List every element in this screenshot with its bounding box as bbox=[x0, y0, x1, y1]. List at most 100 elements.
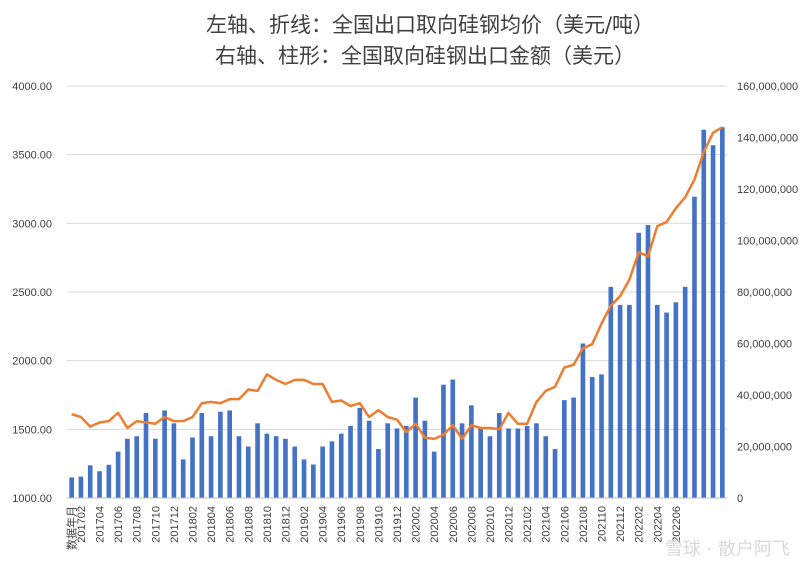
x-tick-label: 201708 bbox=[132, 506, 144, 543]
bar bbox=[431, 451, 437, 498]
gridlines bbox=[67, 85, 727, 430]
x-tick-label: 202008 bbox=[466, 506, 478, 543]
bar bbox=[580, 343, 586, 498]
bar bbox=[701, 129, 707, 498]
left-axis: 1000.00 1500.00 2000.00 2500.00 3000.00 3500.… bbox=[12, 81, 52, 505]
bar bbox=[106, 464, 112, 498]
bar bbox=[627, 304, 632, 498]
x-tick-label: 202108 bbox=[578, 506, 590, 543]
bar bbox=[78, 476, 84, 498]
right-tick-label: 120,000,000 bbox=[737, 184, 798, 196]
right-tick-label: 0 bbox=[737, 493, 743, 505]
bar bbox=[273, 436, 279, 498]
bar bbox=[394, 428, 400, 498]
x-tick-label: 202102 bbox=[522, 506, 534, 543]
x-tick-label: 201912 bbox=[392, 506, 404, 543]
x-tick-label: 202206 bbox=[671, 506, 683, 543]
bar bbox=[152, 438, 158, 498]
x-tick-label: 202106 bbox=[559, 506, 571, 543]
bar bbox=[385, 423, 391, 498]
x-tick-label: 202004 bbox=[429, 506, 441, 543]
bar bbox=[617, 304, 623, 498]
bar bbox=[264, 433, 270, 498]
x-tick-label: 201706 bbox=[113, 506, 125, 543]
x-tick-label: 201906 bbox=[336, 506, 348, 543]
bar bbox=[143, 413, 149, 498]
x-tick-label: 202202 bbox=[634, 506, 646, 543]
x-tick-label: 201904 bbox=[318, 506, 330, 543]
x-tick-label: 201806 bbox=[225, 506, 237, 543]
bar bbox=[403, 425, 409, 498]
bar bbox=[329, 441, 335, 498]
bar bbox=[515, 428, 521, 498]
bar bbox=[218, 411, 223, 498]
bar bbox=[357, 407, 363, 498]
x-tick-label: 202012 bbox=[504, 506, 516, 543]
x-tick-label: 201712 bbox=[169, 506, 181, 543]
line-series bbox=[71, 126, 724, 441]
right-tick-label: 140,000,000 bbox=[737, 133, 798, 145]
bar bbox=[162, 410, 167, 498]
bar bbox=[255, 423, 260, 498]
bar bbox=[534, 423, 539, 498]
chart-title: 左轴、折线：全国出口取向硅钢均价（美元/吨） bbox=[206, 13, 654, 37]
bar bbox=[422, 420, 428, 498]
bar bbox=[348, 425, 353, 498]
bar bbox=[171, 423, 177, 498]
bar bbox=[571, 397, 576, 498]
bar bbox=[608, 286, 614, 498]
bar bbox=[710, 145, 716, 498]
x-tick-label: 201704 bbox=[95, 506, 107, 543]
right-tick-label: 60,000,000 bbox=[737, 339, 792, 351]
right-tick-label: 20,000,000 bbox=[737, 442, 792, 454]
bar bbox=[645, 225, 651, 499]
bar bbox=[478, 428, 483, 498]
bar bbox=[97, 471, 102, 498]
bar bbox=[236, 436, 242, 498]
bar bbox=[496, 413, 502, 498]
left-tick-label: 3000.00 bbox=[12, 218, 52, 230]
left-tick-label: 3500.00 bbox=[12, 150, 52, 162]
right-tick-label: 40,000,000 bbox=[737, 390, 792, 402]
bar bbox=[692, 196, 697, 498]
x-tick-label: 202010 bbox=[485, 506, 497, 543]
bar bbox=[338, 433, 344, 498]
bar bbox=[673, 302, 679, 498]
bar bbox=[292, 446, 298, 498]
bar bbox=[654, 304, 660, 498]
right-tick-label: 80,000,000 bbox=[737, 287, 792, 299]
bar bbox=[366, 420, 372, 498]
bar bbox=[283, 438, 288, 498]
bar bbox=[599, 374, 604, 498]
bar bbox=[311, 464, 316, 498]
bar bbox=[376, 449, 381, 498]
left-tick-label: 1500.00 bbox=[12, 424, 52, 436]
bar bbox=[664, 312, 669, 498]
x-tick-label: 201810 bbox=[262, 506, 274, 543]
x-tick-label: 202110 bbox=[597, 506, 609, 542]
bar bbox=[301, 459, 307, 498]
x-tick-label: 201804 bbox=[206, 506, 218, 543]
x-tick-label: 201710 bbox=[150, 506, 162, 543]
left-tick-label: 2500.00 bbox=[12, 287, 52, 299]
x-tick-label: 201910 bbox=[373, 506, 385, 543]
left-tick-label: 4000.00 bbox=[12, 81, 52, 93]
x-tick-label: 201802 bbox=[187, 506, 199, 543]
bar bbox=[636, 232, 642, 498]
watermark: 雪球 · 散户阿飞 bbox=[665, 539, 790, 560]
x-tick-label: 201908 bbox=[355, 506, 367, 543]
right-axis: 0 20,000,000 40,000,000 60,000,000 80,000,00… bbox=[737, 81, 798, 505]
x-axis-title: 数据年月 bbox=[65, 506, 79, 550]
bar bbox=[115, 451, 121, 498]
bar bbox=[441, 384, 446, 498]
bar bbox=[506, 428, 511, 498]
right-tick-label: 100,000,000 bbox=[737, 236, 798, 248]
chart-subtitle: 右轴、柱形：全国取向硅钢出口金额（美元） bbox=[215, 44, 635, 68]
bar bbox=[190, 437, 195, 498]
x-tick-label: 201812 bbox=[280, 506, 292, 543]
bar bbox=[562, 400, 567, 498]
bar bbox=[720, 127, 725, 498]
bar bbox=[450, 379, 456, 498]
